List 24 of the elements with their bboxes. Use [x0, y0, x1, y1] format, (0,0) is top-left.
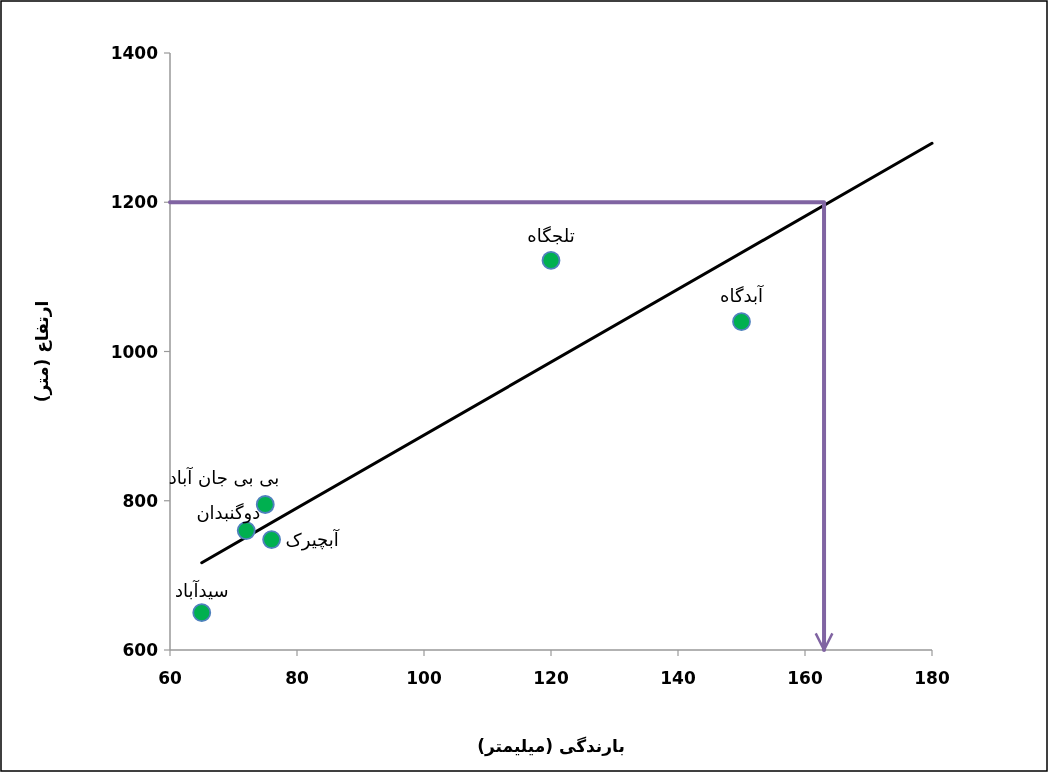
x-tick-label: 100 [406, 668, 442, 688]
point [732, 312, 751, 332]
x-axis-title: بارندگی (میلیمتر) [477, 736, 625, 757]
x-tick-label: 160 [787, 668, 823, 688]
annotation: سیدآباد [175, 578, 229, 601]
x-tick-label: 120 [533, 668, 569, 688]
annotation: دوگنبدان [196, 501, 261, 524]
point [541, 251, 561, 270]
x-tick-label: 180 [914, 668, 950, 688]
annotation: بی بی جان آباد [168, 466, 280, 489]
annotation: آبدگاه [720, 283, 764, 306]
y-tick-label: 600 [122, 640, 159, 660]
annotation: آبچیرک [285, 527, 340, 551]
point [192, 603, 212, 623]
y-axis-title: ارتفاع (متر) [32, 300, 53, 403]
y-tick-label: 1200 [110, 192, 159, 213]
y-tick-label: 1400 [110, 43, 159, 63]
y-tick-label: 1000 [110, 341, 159, 362]
x-tick-label: 60 [158, 668, 182, 688]
point [262, 530, 281, 549]
x-tick-label: 80 [285, 668, 309, 688]
y-tick-label: 800 [122, 490, 159, 511]
x-tick-label: 140 [660, 668, 696, 688]
annotation: تلجگاه [527, 225, 575, 247]
